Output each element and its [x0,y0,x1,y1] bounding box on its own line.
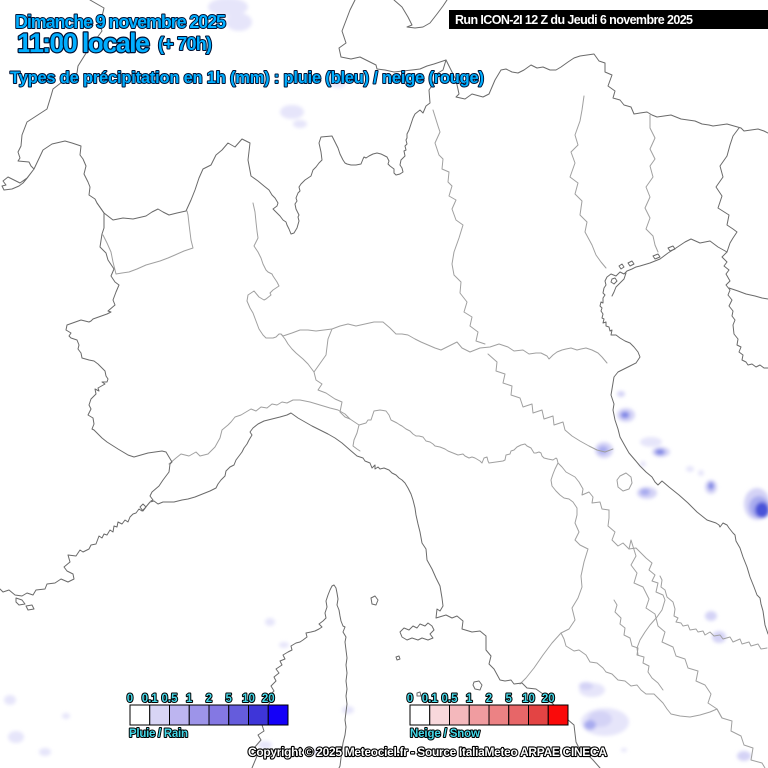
svg-text:Copyright © 2025 Meteociel.fr: Copyright © 2025 Meteociel.fr - Source I… [248,745,607,759]
svg-text:0: 0 [127,693,133,705]
svg-text:5: 5 [226,693,233,705]
svg-text:0.1: 0.1 [142,693,159,705]
svg-text:10: 10 [522,693,535,705]
svg-text:2: 2 [206,693,212,705]
svg-text:10: 10 [242,693,255,705]
svg-text:Types de précipitation en 1h (: Types de précipitation en 1h (mm) : plui… [10,69,484,87]
svg-text:1: 1 [466,693,473,705]
svg-text:0.1: 0.1 [422,693,439,705]
svg-text:Run ICON-2I 12 Z du Jeudi 6 no: Run ICON-2I 12 Z du Jeudi 6 novembre 202… [455,13,693,27]
svg-text:11:00 locale: 11:00 locale [17,28,150,58]
svg-text:2: 2 [486,693,492,705]
svg-text:20: 20 [262,693,275,705]
svg-text:5: 5 [506,693,513,705]
svg-text:Pluie / Rain: Pluie / Rain [129,728,188,740]
svg-text:20: 20 [542,693,555,705]
svg-text:0.5: 0.5 [162,693,179,705]
svg-text:0.5: 0.5 [442,693,459,705]
svg-text:Neige / Snow: Neige / Snow [410,728,480,740]
svg-text:0: 0 [407,693,413,705]
svg-text:(+ 70h): (+ 70h) [158,34,212,54]
svg-text:Dimanche 9 novembre 2025: Dimanche 9 novembre 2025 [15,12,226,32]
svg-text:1: 1 [186,693,193,705]
